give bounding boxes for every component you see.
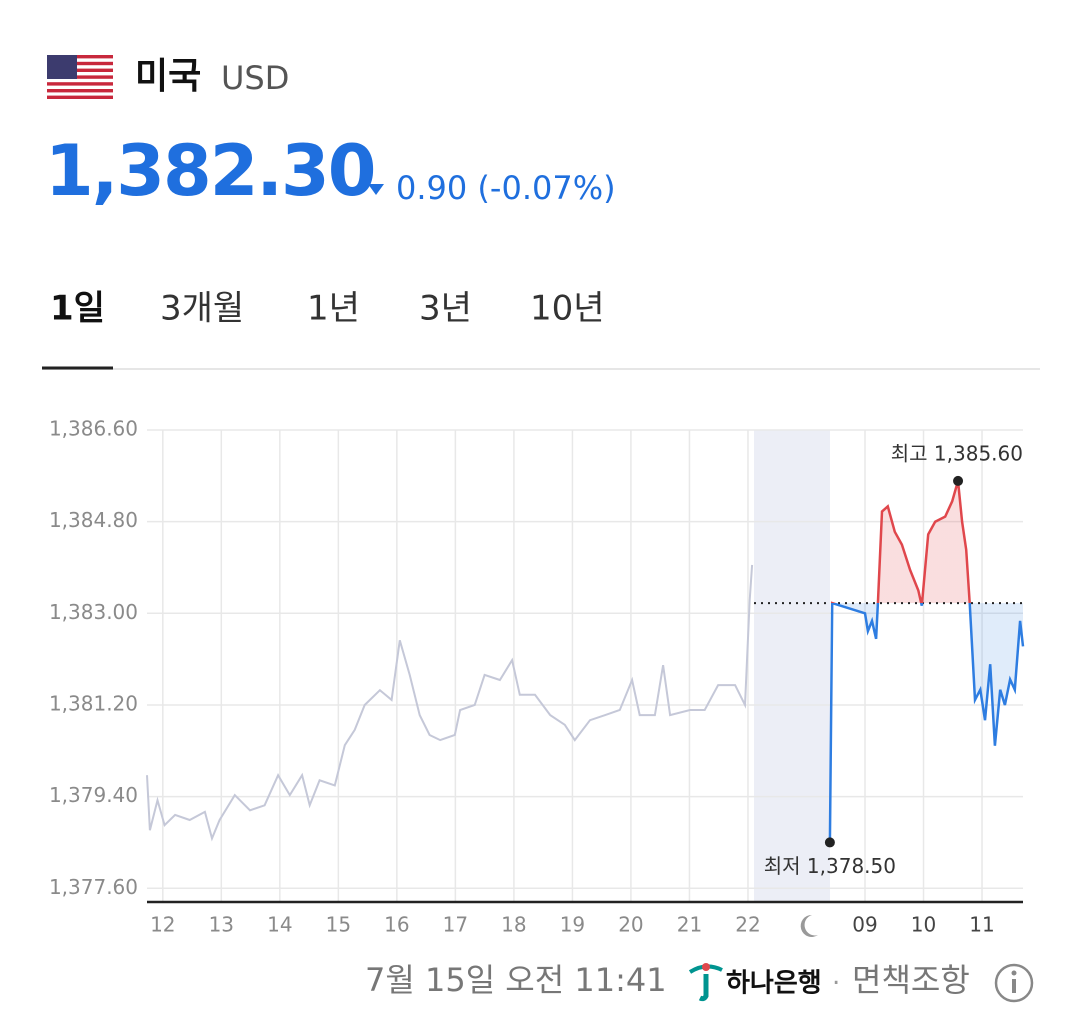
extreme-point [824,837,835,848]
flag [47,55,113,99]
x-tick-label: 22 [735,913,760,937]
tabs: 1일 3개월 1년 3년 10년 [50,289,605,329]
y-tick-label: 1,379.40 [49,783,138,807]
annotation: 최고 1,385.60 [891,441,1023,465]
tab[interactable]: 3년 [419,289,472,329]
x-tick-label: 16 [384,913,409,937]
x-tick-label: 17 [443,913,468,937]
bank-name: 하나은행 [726,969,822,999]
extreme-point [953,475,964,486]
x-tick-label: 12 [150,913,175,937]
price-line [828,480,1025,843]
info-icon[interactable] [994,963,1034,1003]
x-tick-label: 15 [326,913,351,937]
timestamp: 7월 15일 오전 11:41 [365,961,667,999]
tab[interactable]: 1일 [50,289,105,329]
y-tick-label: 1,384.80 [49,508,138,532]
price: 1,382.30 [45,130,374,212]
x-tick-label: 18 [501,913,526,937]
x-tick-label: 09 [852,913,877,937]
y-tick-label: 1,377.60 [49,875,138,899]
x-tick-label: 20 [618,913,643,937]
x-tick-label: 10 [911,913,936,937]
x-tick-label: 21 [677,913,702,937]
separator: · [832,969,840,999]
previous-line [146,564,754,842]
y-tick-label: 1,383.00 [49,600,138,624]
closed-market-band [754,430,830,902]
y-tick-label: 1,381.20 [49,691,138,715]
currency-code: USD [221,59,289,97]
tab[interactable]: 10년 [530,289,605,329]
change-area [832,480,1023,746]
tab[interactable]: 1년 [307,289,360,329]
annotation: 최저 1,378.50 [764,854,896,878]
y-tick-label: 1,386.60 [49,417,138,441]
country: 미국 [135,56,201,97]
night-icon [800,914,818,937]
x-tick-label: 19 [560,913,585,937]
bank-logo [688,963,723,1002]
chart: 1,386.60 1,384.80 1,383.00 1,381.20 1,379.40… [49,417,1025,937]
x-tick-label: 13 [209,913,234,937]
down-arrow [368,184,384,195]
change: 0.90 (-0.07%) [396,169,616,207]
x-tick-label: 11 [969,913,994,937]
disclaimer[interactable]: 면책조항 [852,961,970,999]
tab[interactable]: 3개월 [160,289,244,329]
x-tick-label: 14 [267,913,292,937]
